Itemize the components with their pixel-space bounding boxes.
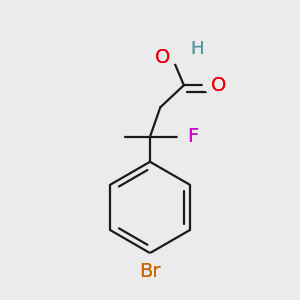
Text: O: O xyxy=(155,48,171,67)
Text: Br: Br xyxy=(139,262,161,281)
Text: H: H xyxy=(190,40,203,58)
Text: O: O xyxy=(211,76,226,95)
Text: O: O xyxy=(211,76,226,95)
Text: O: O xyxy=(155,48,171,67)
Text: F: F xyxy=(187,127,198,146)
Text: F: F xyxy=(187,127,198,146)
Text: Br: Br xyxy=(139,262,161,281)
Text: H: H xyxy=(190,40,203,58)
